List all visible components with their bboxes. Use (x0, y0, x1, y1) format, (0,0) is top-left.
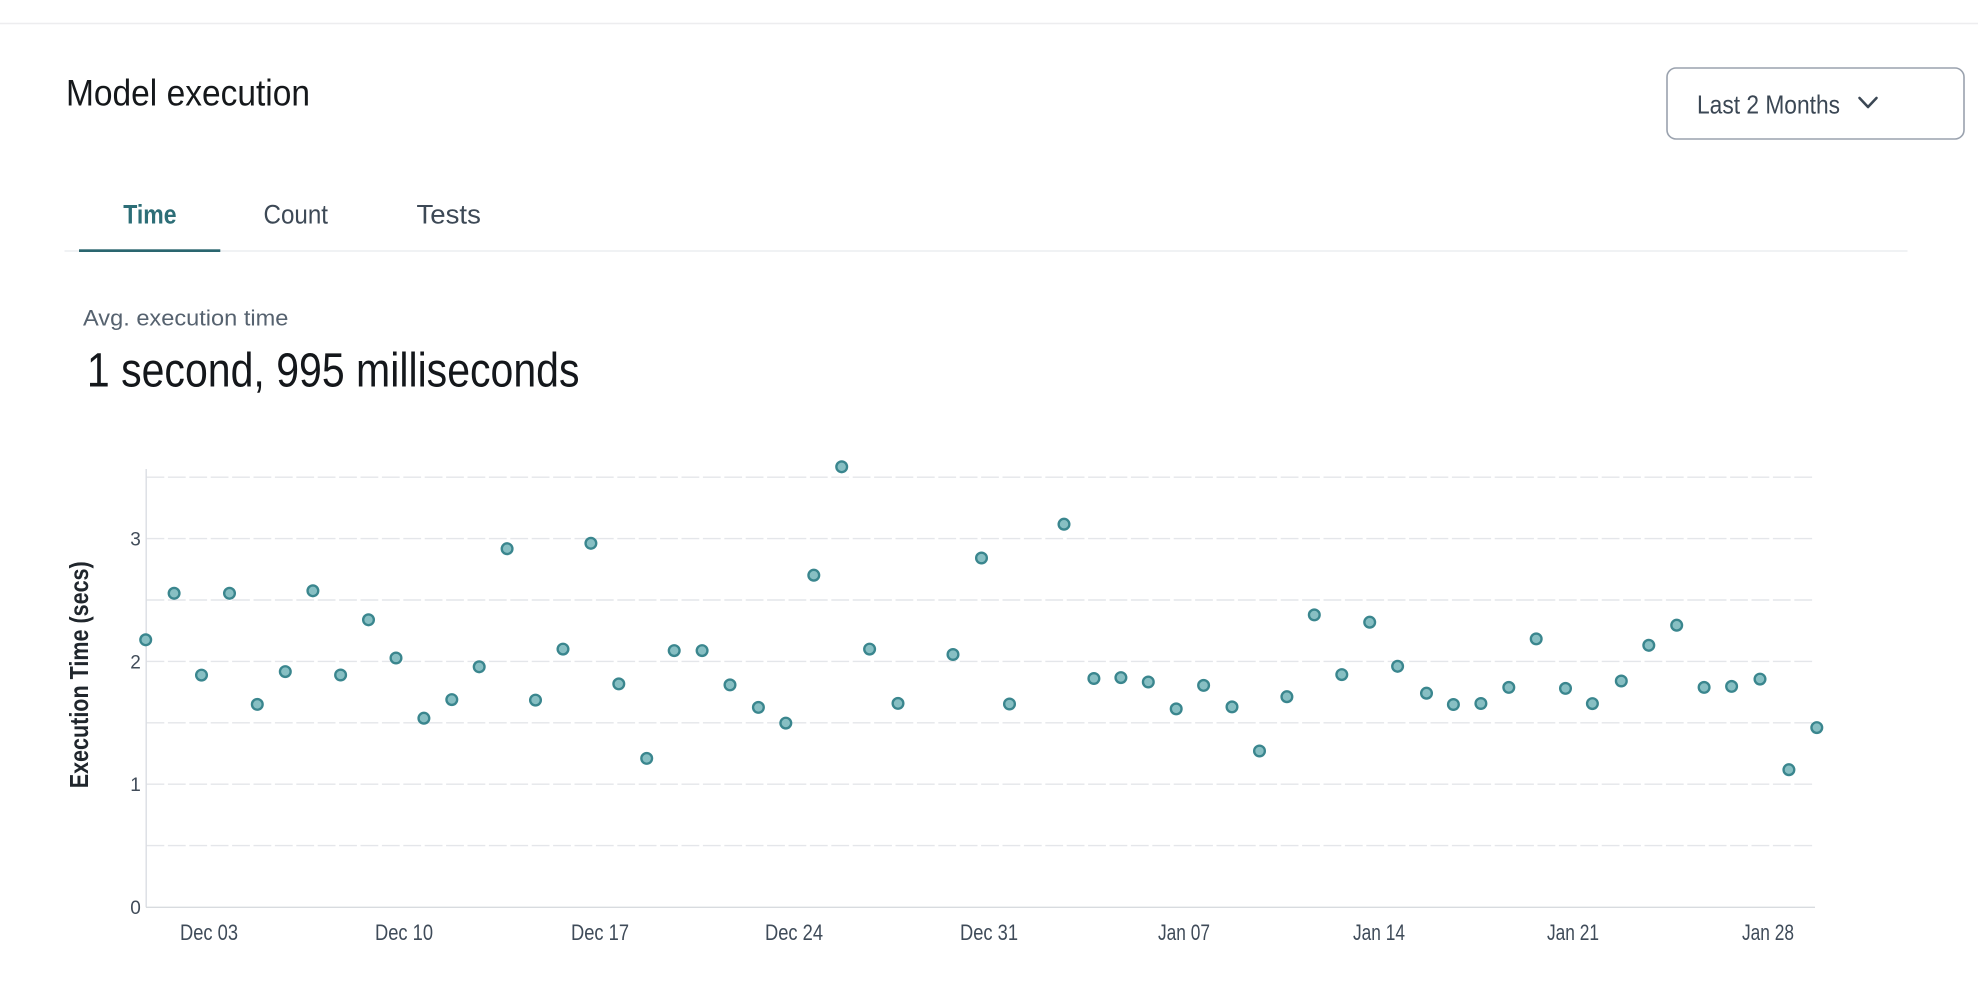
svg-text:Jan 28: Jan 28 (1742, 920, 1794, 945)
svg-text:Jan 07: Jan 07 (1158, 920, 1210, 945)
svg-text:Last 2 Months: Last 2 Months (1697, 90, 1840, 120)
svg-text:1: 1 (130, 775, 141, 796)
svg-text:Jan 21: Jan 21 (1547, 920, 1599, 945)
svg-text:Model execution: Model execution (66, 73, 310, 114)
svg-text:3: 3 (130, 530, 141, 551)
svg-text:Dec 03: Dec 03 (180, 920, 238, 945)
svg-text:Execution Time (secs): Execution Time (secs) (64, 561, 94, 788)
svg-text:Time: Time (123, 200, 176, 230)
svg-text:Dec 24: Dec 24 (765, 920, 823, 945)
svg-text:Dec 10: Dec 10 (375, 920, 433, 945)
svg-text:Jan 14: Jan 14 (1353, 920, 1405, 945)
svg-text:Count: Count (264, 200, 329, 230)
svg-text:Tests: Tests (417, 200, 481, 230)
svg-text:2: 2 (130, 652, 141, 673)
svg-text:Dec 31: Dec 31 (960, 920, 1018, 945)
svg-text:0: 0 (130, 898, 141, 919)
svg-text:1 second, 995 milliseconds: 1 second, 995 milliseconds (87, 344, 580, 398)
svg-text:Dec 17: Dec 17 (571, 920, 629, 945)
svg-text:Avg. execution time: Avg. execution time (83, 305, 288, 330)
